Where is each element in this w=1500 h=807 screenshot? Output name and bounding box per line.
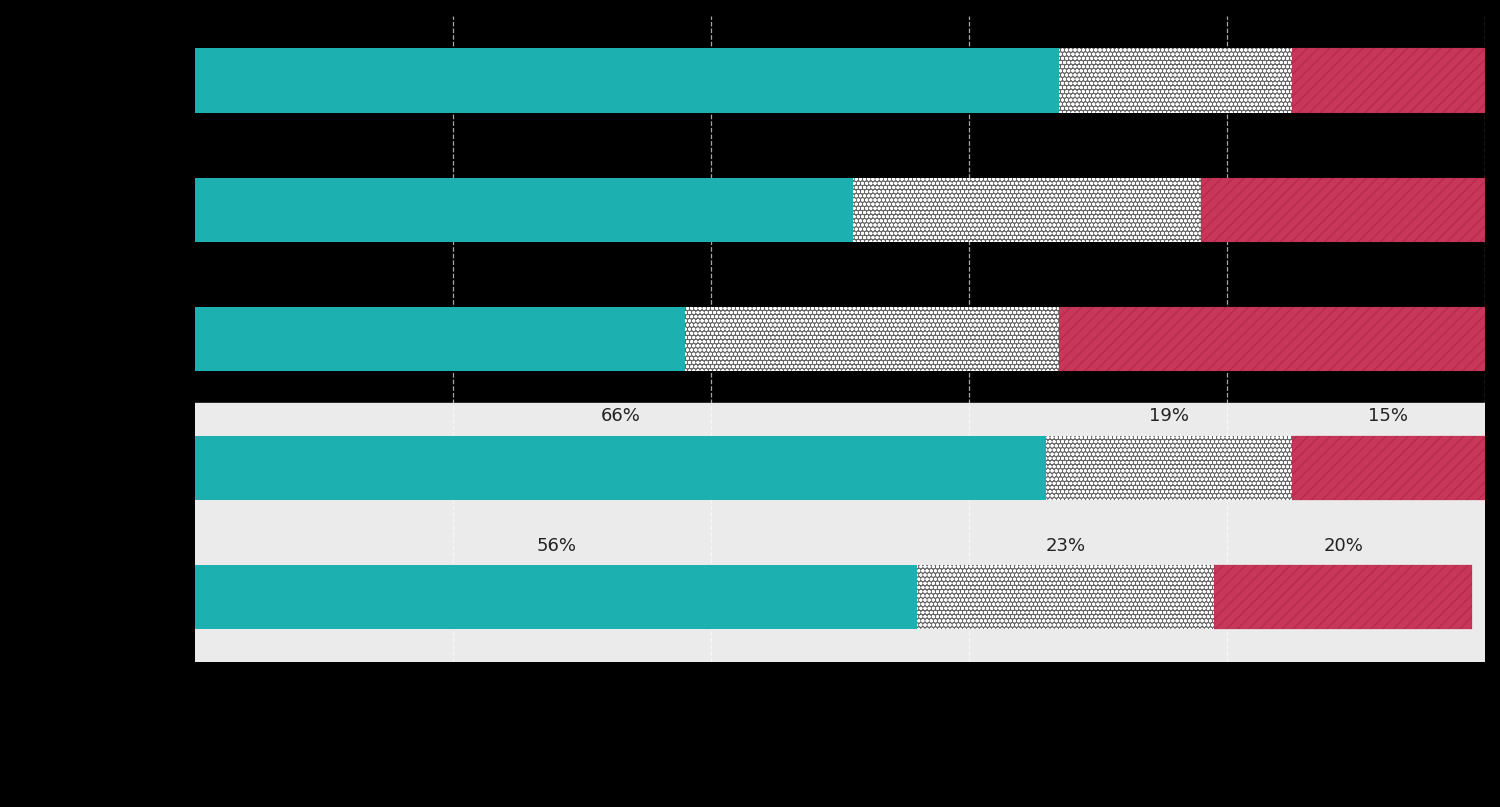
Bar [195, 436, 1047, 500]
Bar [918, 565, 1214, 629]
Bar [1059, 48, 1292, 113]
Text: 19%: 19% [1149, 408, 1190, 425]
Text: 20%: 20% [1323, 537, 1364, 554]
Text: 56%: 56% [536, 537, 576, 554]
Bar [1292, 48, 1485, 113]
Bar [1202, 178, 1485, 242]
Bar [686, 307, 1059, 371]
Bar [195, 178, 853, 242]
Bar [1059, 307, 1485, 371]
Bar [1059, 307, 1485, 371]
Bar [918, 565, 1214, 629]
Bar [195, 533, 1485, 662]
Text: 23%: 23% [1046, 537, 1086, 554]
Bar [853, 178, 1202, 242]
Bar [1214, 565, 1472, 629]
Bar [853, 178, 1202, 242]
Bar [195, 307, 686, 371]
Bar [686, 307, 1059, 371]
Bar [1047, 436, 1292, 500]
Legend: Feel a sense of belonging, Neutral, Do not feel a sense of belonging: Feel a sense of belonging, Neutral, Do n… [456, 801, 1224, 807]
Bar [1059, 48, 1292, 113]
Bar [1214, 565, 1472, 629]
Text: 15%: 15% [1368, 408, 1408, 425]
Text: 66%: 66% [602, 408, 640, 425]
Bar [195, 404, 1485, 533]
Bar [1202, 178, 1485, 242]
Bar [195, 565, 918, 629]
Bar [1047, 436, 1292, 500]
Bar [1292, 48, 1485, 113]
Bar [1292, 436, 1485, 500]
Bar [1292, 436, 1485, 500]
Bar [195, 48, 1059, 113]
